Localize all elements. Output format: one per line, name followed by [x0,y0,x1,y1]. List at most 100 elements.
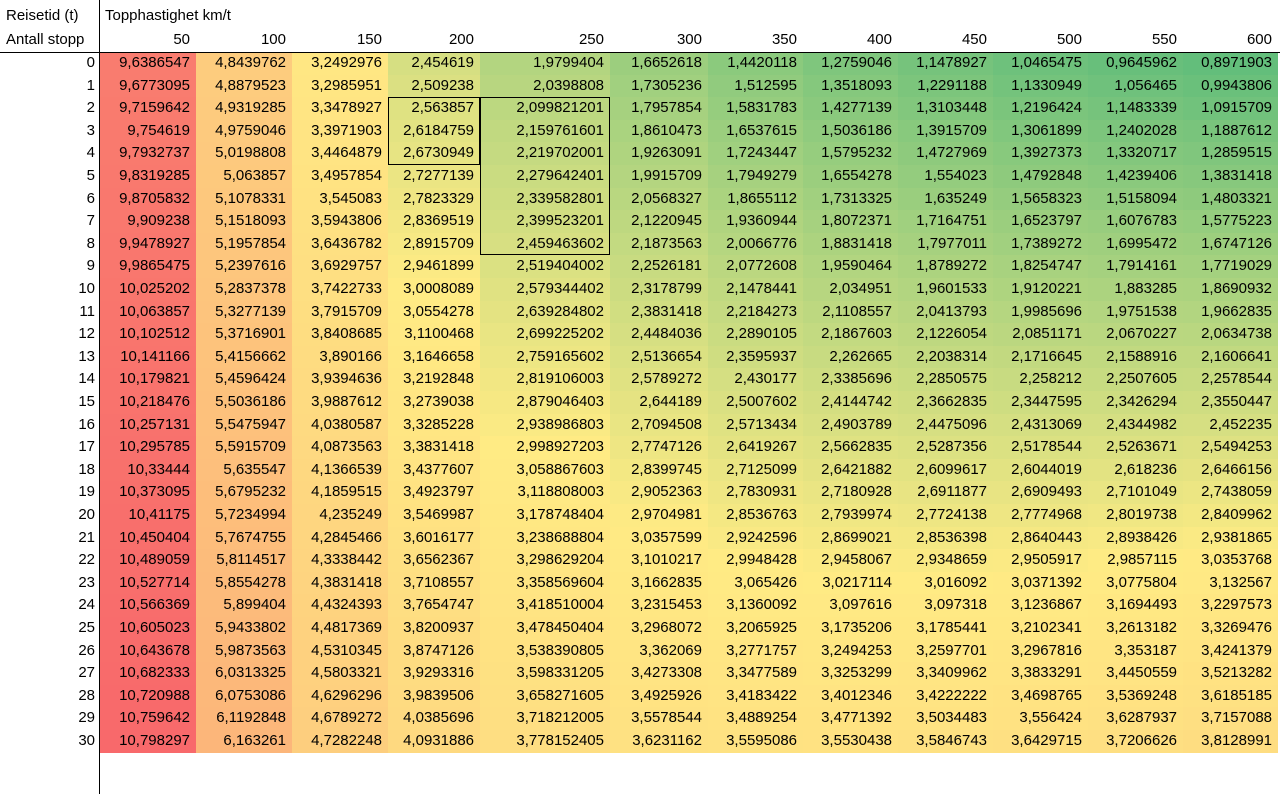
table-cell: 2,519404002 [480,255,610,278]
table-cell: 1,4277139 [803,97,898,120]
table-cell: 2,6421882 [803,458,898,482]
table-cell: 2,1226054 [898,323,993,346]
table-cell: 1,6523797 [993,210,1088,233]
table-cell: 2,5136654 [610,345,708,369]
row-label: 9 [86,257,95,275]
table-cell: 1,7243447 [708,142,803,165]
table-cell: 4,5803321 [292,662,388,685]
vertical-divider [99,0,100,794]
table-cell: 4,0931886 [388,730,480,753]
table-cell: 5,5915709 [196,436,292,459]
table-cell: 1,4803321 [1183,187,1278,211]
table-cell: 2,3550447 [1183,391,1278,414]
table-cell: 2,258212 [993,368,1088,391]
column-header: 50 [173,31,190,48]
table-cell: 2,7101049 [1088,481,1183,504]
table-cell: 4,4324393 [292,594,388,617]
table-cell: 2,1606641 [1183,345,1278,369]
table-cell: 9,6386547 [100,52,196,75]
table-cell: 1,7719029 [1183,255,1278,278]
column-header: 300 [676,31,702,48]
table-cell: 1,883285 [1088,278,1183,301]
table-cell: 1,1478927 [898,52,993,75]
table-cell: 3,658271605 [480,684,610,708]
table-cell: 1,5158094 [1088,187,1183,211]
table-cell: 2,3595937 [708,345,803,369]
table-cell: 2,279642401 [480,165,610,188]
table-cell: 2,7774968 [993,504,1088,527]
table-cell: 2,0634738 [1183,323,1278,346]
table-cell: 1,0465475 [993,52,1088,75]
table-cell: 2,6466156 [1183,458,1278,482]
table-cell: 2,7094508 [610,413,708,437]
table-cell: 10,720988 [100,684,196,708]
row-label: 27 [78,664,95,682]
table-cell: 6,0313325 [196,662,292,685]
table-cell: 3,1646658 [388,345,480,369]
table-cell: 1,5831783 [708,97,803,120]
table-cell: 9,7159642 [100,97,196,120]
table-cell: 2,0413793 [898,300,993,324]
row-label: 6 [86,189,95,207]
table-cell: 2,2850575 [898,368,993,391]
table-cell: 10,373095 [100,481,196,504]
table-cell: 3,778152405 [480,730,610,753]
table-cell: 10,179821 [100,368,196,391]
table-cell: 2,6099617 [898,458,993,482]
table-cell: 3,9887612 [292,391,388,414]
table-cell: 6,0753086 [196,684,292,708]
table-cell: 3,418510004 [480,594,610,617]
table-cell: 1,0915709 [1183,97,1278,120]
table-cell: 3,538390805 [480,639,610,663]
table-cell: 1,7164751 [898,210,993,233]
table-cell: 3,6185185 [1183,684,1278,708]
table-cell: 3,4464879 [292,142,388,165]
table-cell: 3,545083 [292,187,388,211]
row-label: 15 [78,393,95,410]
row-label: 29 [78,709,95,727]
table-cell: 1,3831418 [1183,165,1278,188]
table-cell: 2,5662835 [803,436,898,459]
table-cell: 5,635547 [196,458,292,482]
table-cell: 2,1108557 [803,300,898,324]
column-header: 600 [1246,31,1272,48]
table-cell: 1,5036186 [803,119,898,143]
table-cell: 1,9985696 [993,300,1088,324]
horizontal-divider [0,52,1280,53]
table-cell: 1,3061899 [993,119,1088,143]
table-cell: 3,4377607 [388,458,480,482]
table-cell: 2,509238 [388,74,480,98]
table-cell: 3,1010217 [610,549,708,572]
table-cell: 4,235249 [292,504,388,527]
table-cell: 3,1735206 [803,617,898,640]
table-cell: 2,9052363 [610,481,708,504]
table-cell: 1,2759046 [803,52,898,75]
table-cell: 3,4273308 [610,662,708,685]
table-cell: 10,33444 [100,458,196,482]
column-header: 200 [448,31,474,48]
table-cell: 2,6909493 [993,481,1088,504]
table-cell: 2,262665 [803,345,898,369]
table-cell: 2,430177 [708,368,803,391]
table-cell: 4,4817369 [292,617,388,640]
table-cell: 5,7234994 [196,504,292,527]
table-cell: 3,4241379 [1183,639,1278,663]
table-cell: 2,7747126 [610,436,708,459]
table-cell: 2,5287356 [898,436,993,459]
table-cell: 3,5595086 [708,730,803,753]
table-cell: 0,9645962 [1088,52,1183,75]
table-cell: 3,362069 [610,639,708,663]
table-cell: 3,3833291 [993,662,1088,685]
table-cell: 3,5578544 [610,707,708,730]
table-cell: 3,2967816 [993,639,1088,663]
table-cell: 6,1192848 [196,707,292,730]
table-cell: 2,2038314 [898,345,993,369]
table-cell: 1,5658323 [993,187,1088,211]
table-cell: 3,065426 [708,571,803,595]
table-cell: 5,4156662 [196,345,292,369]
table-cell: 2,4144742 [803,391,898,414]
table-cell: 3,3285228 [388,413,480,437]
table-cell: 4,3338442 [292,549,388,572]
table-cell: 4,0873563 [292,436,388,459]
table-cell: 3,8747126 [388,639,480,663]
